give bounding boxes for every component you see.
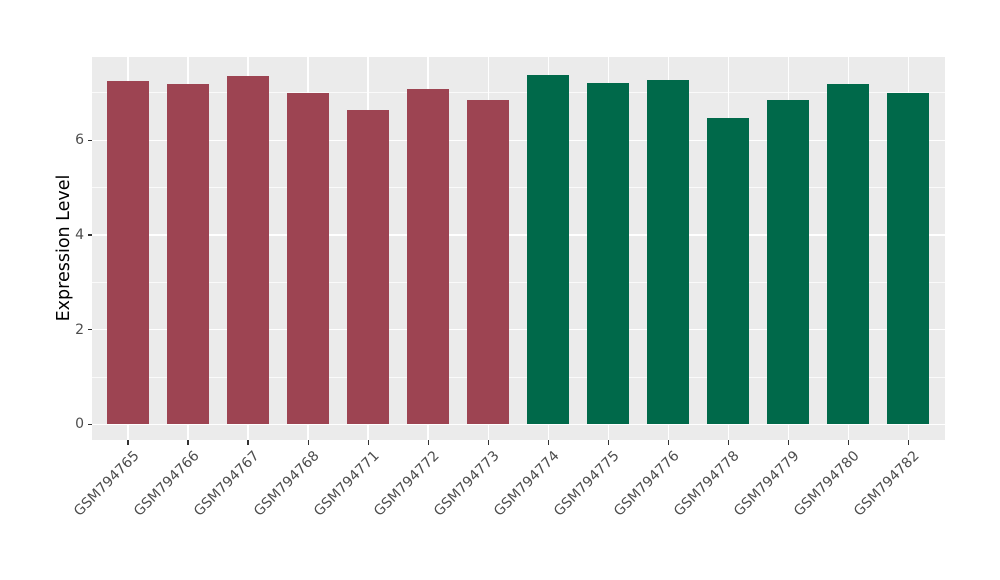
x-tick-mark-GSM794780 (847, 440, 850, 445)
y-tick-mark-2 (87, 329, 92, 331)
x-tick-mark-GSM794776 (667, 440, 669, 445)
x-tick-mark-GSM794765 (127, 440, 129, 445)
bar-GSM794772 (407, 88, 450, 425)
gridline-major-y-0 (92, 423, 945, 426)
y-tick-label-4: 4 (75, 227, 84, 243)
bar-GSM794768 (287, 92, 330, 425)
y-tick-label-6: 6 (75, 132, 84, 149)
bar-GSM794778 (707, 117, 750, 425)
gridline-minor-y-7 (92, 92, 945, 94)
x-tick-mark-GSM794779 (787, 440, 789, 445)
bar-GSM794780 (827, 83, 870, 425)
x-tick-mark-GSM794772 (427, 440, 429, 445)
gridline-minor-y-1 (92, 376, 945, 378)
x-tick-mark-GSM794766 (187, 440, 189, 445)
gridline-major-y-2 (92, 328, 945, 331)
bar-GSM794779 (767, 99, 810, 425)
gridline-minor-y-5 (92, 187, 945, 189)
y-tick-label-2: 2 (75, 321, 84, 338)
bar-GSM794774 (527, 74, 570, 425)
x-tick-mark-GSM794778 (727, 440, 729, 445)
x-tick-mark-GSM794767 (247, 440, 249, 445)
gridline-minor-y-3 (92, 281, 945, 283)
y-tick-mark-0 (87, 423, 92, 425)
gridline-major-y-4 (92, 234, 945, 236)
y-tick-label-0: 0 (75, 416, 84, 433)
plot-panel (92, 57, 945, 440)
bar-GSM794765 (107, 81, 150, 425)
y-tick-mark-4 (87, 234, 92, 236)
bar-GSM794773 (467, 99, 510, 425)
bar-GSM794767 (227, 76, 270, 425)
x-tick-mark-GSM794782 (907, 440, 910, 445)
bar-GSM794776 (647, 80, 690, 425)
bar-GSM794771 (347, 110, 390, 425)
y-axis-title: Expression Level (54, 174, 74, 322)
y-tick-mark-6 (87, 139, 92, 141)
x-tick-mark-GSM794775 (607, 440, 609, 445)
bar-GSM794766 (167, 83, 210, 425)
x-tick-mark-GSM794768 (307, 440, 309, 445)
x-tick-mark-GSM794774 (547, 440, 549, 445)
bar-GSM794782 (887, 92, 930, 425)
gridline-major-y-6 (92, 139, 945, 142)
x-tick-mark-GSM794771 (367, 440, 369, 445)
bar-GSM794775 (587, 83, 630, 425)
x-tick-mark-GSM794773 (487, 440, 489, 445)
